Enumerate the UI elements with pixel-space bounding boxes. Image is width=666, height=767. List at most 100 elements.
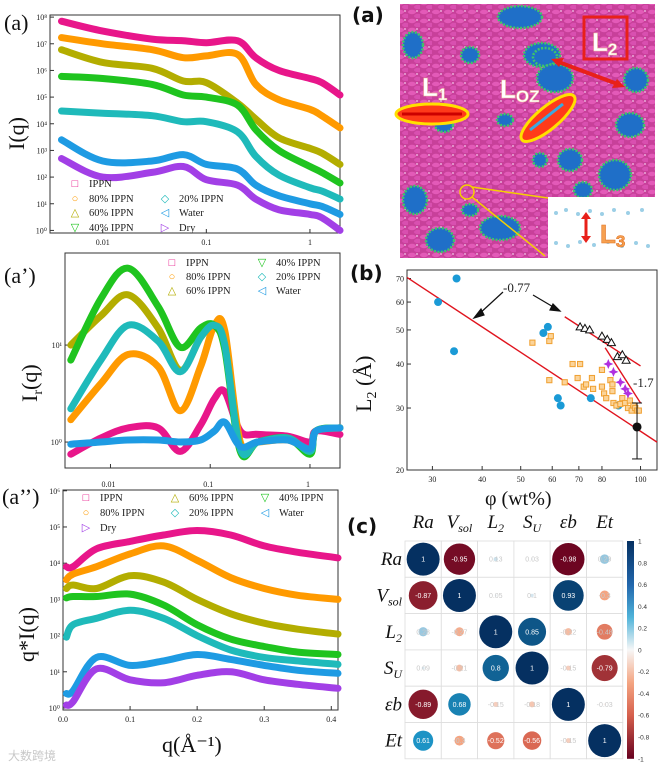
- l2-base: L: [592, 27, 608, 57]
- colorbar-tick-label: -0.4: [638, 691, 650, 698]
- legend-label: Dry: [179, 223, 196, 234]
- correlation-value: 0.8: [491, 666, 501, 673]
- panel-label-c: (c): [347, 514, 377, 538]
- label-loz: LOZ: [500, 74, 540, 106]
- correlation-circle: [603, 703, 606, 706]
- slope-annotation-17: -1.7: [633, 375, 654, 390]
- series-20-ippn: [58, 107, 344, 203]
- point-orange-square: [609, 381, 616, 388]
- correlation-circle: [588, 724, 622, 758]
- correlation-value: 0.05: [489, 593, 503, 600]
- y-tick-label: 60: [396, 298, 404, 307]
- x-tick-label: 0.2: [192, 715, 202, 724]
- header-base: V: [447, 512, 461, 533]
- point-orange-square: [603, 395, 610, 402]
- x-top-tick-label: 1: [306, 480, 310, 489]
- l3-base: L: [600, 219, 616, 249]
- l1-sub: 1: [438, 85, 447, 104]
- legend-marker-icon: □: [169, 257, 176, 269]
- x-tick-label: 50: [517, 475, 525, 484]
- legend-label: IPPN: [186, 258, 209, 269]
- correlation-value: 0.68: [453, 702, 467, 709]
- correlation-value: 1: [530, 666, 534, 673]
- header-base: L: [384, 622, 396, 643]
- x-tick-label: 0.1: [201, 238, 211, 247]
- correlation-circle: [529, 701, 536, 708]
- chart-a-prime-irq: 10⁰ 10¹ □ IPPN ○ 80% IPPN △ 60% IPPN ▽ 40% IPPN ◇ 2…: [51, 252, 344, 469]
- row-header: L2: [384, 622, 402, 645]
- correlation-circle: [493, 557, 498, 562]
- y-tick-label: 10⁰: [49, 704, 60, 713]
- correlation-circle: [493, 701, 499, 707]
- point-purple-star: [622, 388, 633, 399]
- y-tick-label: 10⁰: [36, 226, 47, 235]
- colorbar: [627, 541, 634, 759]
- header-base: εb: [560, 512, 577, 533]
- correlation-value: -0.95: [451, 557, 467, 564]
- plot-frame: [64, 252, 341, 469]
- correlation-value: 0.28: [416, 629, 430, 636]
- legend-label: 60% IPPN: [89, 208, 134, 219]
- y-tick-label: 30: [396, 404, 404, 413]
- correlation-value: -0.15: [560, 738, 576, 745]
- x-tick-label: 30: [428, 475, 436, 484]
- point-black-triangle: [584, 324, 595, 334]
- header-base: S: [523, 512, 533, 533]
- panel-label-a-double-prime: (a’’): [2, 484, 39, 509]
- correlation-value: -0.52: [488, 738, 504, 745]
- series-ippn: [62, 526, 342, 572]
- column-header: εb: [560, 512, 577, 533]
- point-purple-star: [608, 366, 619, 377]
- header-sub: U: [393, 667, 403, 681]
- y-tick-label: 10²: [37, 173, 48, 182]
- chart-a-double-prime-qiq: 0.0 0.1 0.2 0.3 0.4 0.01 0.1 1 10⁰ 10¹ 10² 10³ 10⁴ 10…: [49, 480, 342, 724]
- correlation-value: -0.22: [560, 629, 576, 636]
- legend-label: Water: [279, 508, 304, 519]
- point-orange-square: [626, 397, 633, 404]
- correlation-circle: [448, 693, 471, 716]
- y-tick-label: 10⁷: [36, 40, 47, 49]
- fit-line: [604, 347, 642, 404]
- series-40-ippn: [62, 590, 342, 658]
- y-tick-label: 10⁰: [51, 438, 62, 447]
- legend-label: 80% IPPN: [186, 272, 231, 283]
- x-tick-label: 40: [478, 475, 486, 484]
- point-black-triangle: [597, 331, 607, 340]
- correlation-circle: [599, 590, 610, 601]
- x-tick-label: 80: [598, 475, 606, 484]
- point-black-triangle: [606, 337, 617, 347]
- ylabel-sub: 2: [365, 392, 380, 399]
- correlation-circle: [494, 594, 497, 597]
- legend-marker-icon: ○: [72, 193, 79, 205]
- correlation-circle: [596, 623, 613, 640]
- header-sub: U: [532, 521, 542, 535]
- y-tick-label: 10⁶: [36, 66, 47, 75]
- y-tick-label: 10³: [37, 146, 48, 155]
- header-base: εb: [385, 694, 402, 715]
- legend-marker-icon: ▽: [258, 257, 267, 269]
- header-base: Et: [595, 512, 614, 533]
- colorbar-tick-label: -0.6: [638, 713, 650, 720]
- ylabel-tail: (q): [17, 364, 42, 390]
- y-tick-label: 10⁴: [36, 120, 47, 129]
- slope-annotation-077: -0.77: [503, 280, 531, 295]
- x-tick-label: 0.4: [326, 715, 336, 724]
- label-l2: L2: [592, 27, 617, 59]
- correlation-circle: [482, 654, 509, 682]
- series-80-ippn: [62, 542, 342, 603]
- point-blue-circle: [543, 322, 552, 331]
- x-tick-label: 0.1: [125, 715, 135, 724]
- y-tick-label: 20: [396, 466, 404, 475]
- point-black-filled: [632, 422, 642, 432]
- colorbar-tick-label: 1: [638, 539, 642, 546]
- point-black-triangle: [602, 334, 613, 343]
- legend-label: IPPN: [100, 493, 123, 504]
- x-tick-label: 0.3: [259, 715, 269, 724]
- colorbar-tick-label: 0.2: [638, 626, 647, 633]
- x-top-tick-label: 0.1: [203, 480, 213, 489]
- correlation-value: 1: [603, 738, 607, 745]
- ylabel-a-prime: Ir(q): [17, 364, 46, 402]
- correlation-value: 1: [494, 629, 498, 636]
- header-sub: sol: [458, 521, 473, 535]
